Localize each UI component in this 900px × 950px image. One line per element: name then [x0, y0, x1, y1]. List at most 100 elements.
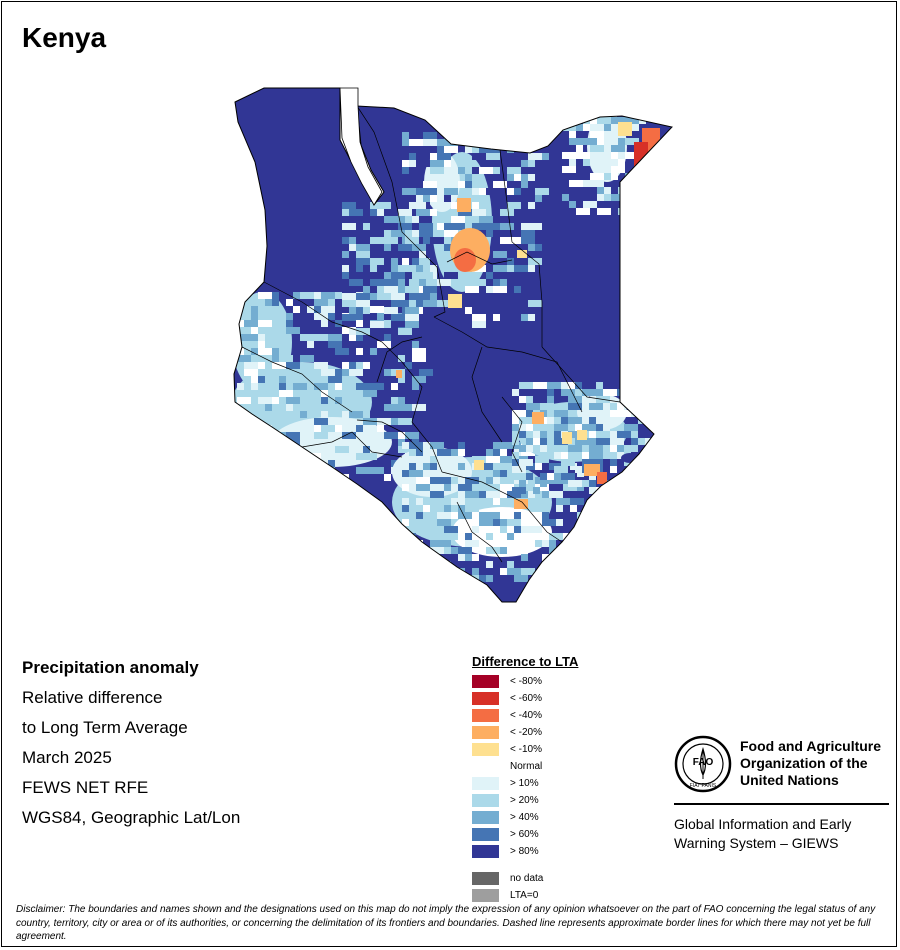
raster-pixel — [335, 320, 342, 327]
raster-pixel — [472, 209, 486, 216]
raster-pixel — [611, 173, 618, 180]
raster-pixel — [631, 431, 638, 438]
raster-pixel — [472, 279, 486, 286]
raster-pixel — [514, 265, 528, 272]
raster-pixel — [430, 265, 437, 272]
raster-pixel — [631, 466, 645, 473]
raster-pixel — [519, 431, 526, 438]
county-boundary — [301, 431, 403, 458]
legend-special-label: LTA=0 — [510, 890, 539, 901]
raster-pixel — [611, 145, 625, 152]
raster-pixel — [244, 320, 258, 327]
dry-anomaly — [562, 432, 572, 444]
raster-pixel — [430, 153, 437, 160]
raster-pixel — [603, 389, 617, 396]
raster-pixel — [528, 216, 535, 223]
raster-pixel — [437, 449, 451, 456]
legend-class-row: > 60% — [472, 827, 578, 844]
raster-pixel — [370, 202, 384, 209]
raster-pixel — [638, 438, 645, 445]
raster-pixel — [638, 403, 645, 410]
raster-pixel — [342, 314, 356, 321]
raster-patch — [621, 453, 639, 463]
raster-pixel — [568, 403, 582, 410]
raster-pixel — [521, 279, 535, 286]
dry-anomaly — [532, 412, 544, 424]
raster-pixel — [590, 138, 597, 145]
raster-pixel — [430, 533, 437, 540]
raster-pixel — [604, 173, 611, 180]
raster-pixel — [486, 223, 500, 230]
raster-pixel — [479, 188, 486, 195]
raster-pixel — [342, 202, 356, 209]
raster-pixel — [618, 138, 625, 145]
raster-pixel — [535, 272, 542, 279]
raster-pixel — [540, 431, 547, 438]
raster-pixel — [430, 188, 437, 195]
raster-pixel — [444, 146, 458, 153]
legend-class-label: Normal — [510, 761, 543, 772]
raster-pixel — [314, 299, 328, 306]
raster-pixel — [577, 540, 584, 547]
raster-pixel — [335, 292, 342, 299]
raster-pixel — [402, 265, 416, 272]
raster-pixel — [631, 487, 638, 494]
raster-pixel — [583, 180, 590, 187]
raster-pixel — [631, 438, 638, 445]
raster-pixel — [569, 201, 576, 208]
raster-pixel — [624, 389, 638, 396]
raster-pixel — [500, 237, 514, 244]
legend-special: no data LTA=0 — [472, 871, 578, 905]
legend-special-row: LTA=0 — [472, 888, 578, 905]
raster-pixel — [409, 153, 416, 160]
raster-pixel — [549, 568, 556, 575]
legend-classes: < -80% < -60% < -40% < -20% < -10% Normal > 10… — [472, 674, 578, 861]
raster-pixel — [493, 307, 507, 314]
raster-pixel — [486, 561, 493, 568]
raster-pixel — [321, 369, 335, 376]
raster-pixel — [430, 237, 444, 244]
raster-pixel — [412, 321, 419, 328]
raster-pixel — [402, 160, 409, 167]
dry-anomaly — [454, 248, 476, 272]
raster-pixel — [540, 403, 554, 410]
raster-pixel — [554, 410, 568, 417]
raster-pixel — [610, 403, 617, 410]
raster-pixel — [370, 306, 384, 313]
raster-pixel — [500, 484, 514, 491]
raster-pixel — [577, 568, 591, 575]
raster-pixel — [430, 167, 444, 174]
raster-pixel — [528, 153, 542, 160]
raster-pixel — [514, 526, 521, 533]
raster-pixel — [402, 195, 416, 202]
raster-pixel — [398, 244, 412, 251]
raster-pixel — [335, 348, 349, 355]
raster-pixel — [507, 512, 514, 519]
raster-pixel — [521, 174, 528, 181]
raster-pixel — [286, 299, 293, 306]
raster-pixel — [356, 258, 363, 265]
raster-pixel — [486, 533, 493, 540]
raster-pixel — [258, 425, 265, 432]
raster-pixel — [610, 438, 624, 445]
raster-pixel — [528, 244, 535, 251]
raster-pixel — [493, 167, 500, 174]
raster-pixel — [402, 498, 409, 505]
raster-pixel — [561, 382, 568, 389]
raster-pixel — [398, 439, 405, 446]
county-boundary — [356, 105, 446, 318]
raster-pixel — [500, 153, 507, 160]
info-heading: Precipitation anomaly — [22, 658, 199, 677]
raster-pixel — [402, 505, 409, 512]
raster-pixel — [321, 446, 335, 453]
raster-pixel — [604, 187, 611, 194]
raster-pixel — [589, 417, 596, 424]
raster-pixel — [507, 223, 514, 230]
raster-pixel — [521, 230, 535, 237]
raster-pixel — [521, 568, 535, 575]
raster-pixel — [451, 307, 458, 314]
raster-pixel — [561, 473, 568, 480]
raster-pixel — [391, 258, 398, 265]
raster-pixel — [624, 473, 631, 480]
county-boundary — [433, 316, 583, 413]
